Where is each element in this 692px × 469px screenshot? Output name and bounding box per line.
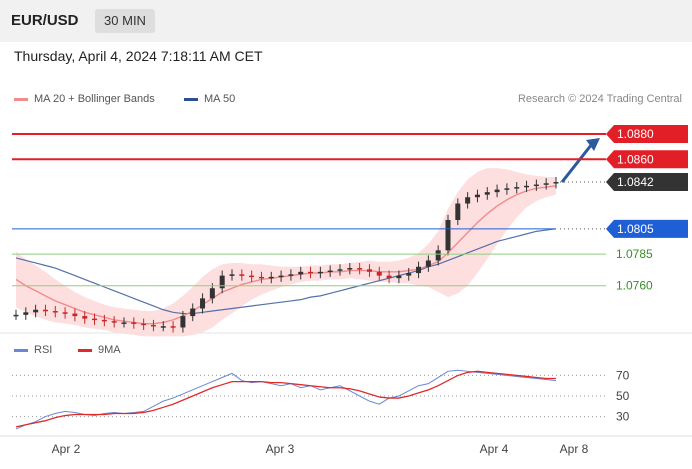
candle-body — [455, 203, 461, 220]
price-tag-label: 1.0860 — [617, 152, 654, 166]
candle-body — [327, 270, 333, 273]
candle-body — [386, 275, 392, 279]
legend-ma50: MA 50 — [184, 93, 235, 105]
research-credit: Research © 2024 Trading Central — [517, 93, 682, 105]
candle-body — [406, 273, 412, 276]
candle-body — [445, 219, 451, 251]
candle-body — [357, 268, 363, 270]
x-tick-label: Apr 2 — [52, 442, 81, 456]
ma20-swatch — [14, 97, 28, 101]
price-tag-label: 1.0842 — [617, 175, 654, 189]
price-tag-1.0842 — [606, 173, 688, 192]
candle-body — [23, 312, 29, 315]
ma50-swatch — [184, 97, 198, 101]
forecast-arrow-head — [586, 137, 600, 151]
ma9-swatch — [78, 348, 92, 352]
candle-body — [435, 250, 441, 261]
candle-body — [465, 197, 471, 204]
candle-body — [62, 312, 68, 314]
candle-body — [190, 308, 196, 317]
rsi-9ma-line — [15, 370, 556, 428]
rsi-swatch — [14, 348, 28, 352]
legend-9ma-label: 9MA — [98, 344, 121, 356]
candle-body — [337, 269, 343, 271]
top-bar: EUR/USD 30 MIN — [0, 0, 692, 42]
candle-body — [150, 324, 156, 327]
forecast-arrow-line — [560, 143, 594, 183]
candle-body — [249, 275, 255, 278]
candle-body — [347, 268, 353, 270]
candle-body — [258, 276, 264, 279]
candle-body — [92, 318, 98, 321]
candle-body — [268, 276, 274, 279]
candle-body — [474, 194, 480, 198]
rsi-line — [15, 369, 557, 430]
legend-ma50-label: MA 50 — [204, 93, 236, 105]
timeframe-button[interactable]: 30 MIN — [95, 9, 155, 33]
symbol-label: EUR/USD — [11, 12, 79, 29]
bollinger-band-area — [16, 168, 556, 337]
candle-body — [200, 298, 206, 309]
candle-body — [278, 275, 284, 278]
rsi-tick-label: 70 — [616, 368, 630, 382]
candle-body — [416, 266, 422, 274]
candle-body — [533, 184, 539, 187]
legend-rsi: RSI — [14, 344, 52, 356]
rsi-tick-label: 50 — [616, 389, 630, 403]
candle-body — [42, 309, 48, 312]
legend-ma20-label: MA 20 + Bollinger Bands — [34, 93, 155, 105]
candle-body — [308, 271, 314, 274]
price-tag-label: 1.0880 — [617, 127, 654, 141]
candle-body — [396, 275, 402, 279]
x-tick-label: Apr 4 — [480, 442, 509, 456]
candle-body — [141, 323, 147, 326]
price-tag-1.0805 — [606, 219, 688, 238]
price-tag-label: 1.0785 — [616, 247, 653, 261]
candle-body — [101, 319, 107, 322]
candle-body — [514, 187, 520, 189]
candle-body — [111, 321, 117, 323]
candle-body — [33, 309, 39, 313]
candle-body — [366, 269, 372, 272]
ma50-line — [15, 228, 557, 315]
candle-body — [239, 274, 245, 276]
candle-body — [229, 274, 235, 276]
candle-body — [494, 189, 500, 193]
ma20-line — [15, 185, 557, 325]
candle-body — [504, 188, 510, 190]
candle-body — [376, 271, 382, 276]
candle-body — [553, 182, 559, 184]
candle-body — [425, 260, 431, 267]
candle-body — [317, 271, 323, 274]
legend-ma20: MA 20 + Bollinger Bands — [14, 93, 155, 105]
candle-body — [170, 326, 176, 328]
price-tag-label: 1.0760 — [616, 279, 653, 293]
candle-body — [484, 192, 490, 195]
candle-body — [82, 316, 88, 319]
x-tick-label: Apr 3 — [266, 442, 295, 456]
legend-9ma: 9MA — [78, 344, 121, 356]
candle-body — [180, 316, 186, 328]
rsi-tick-label: 30 — [616, 410, 630, 424]
candle-body — [219, 275, 225, 289]
candle-body — [160, 326, 166, 328]
price-tag-1.0880 — [606, 124, 688, 143]
legend-rsi-label: RSI — [34, 344, 53, 356]
candle-body — [52, 311, 58, 313]
price-tag-label: 1.0805 — [617, 222, 654, 236]
price-tag-1.0860 — [606, 150, 688, 169]
datetime: Thursday, April 4, 2024 7:18:11 AM CET — [14, 48, 263, 64]
candle-body — [524, 185, 530, 188]
candle-body — [13, 314, 19, 317]
candle-body — [72, 313, 78, 317]
candle-body — [288, 274, 294, 276]
candle-body — [209, 288, 215, 299]
candle-body — [131, 322, 137, 324]
candle-body — [121, 322, 127, 324]
candle-body — [543, 183, 549, 185]
candle-body — [298, 271, 304, 275]
x-tick-label: Apr 8 — [560, 442, 589, 456]
